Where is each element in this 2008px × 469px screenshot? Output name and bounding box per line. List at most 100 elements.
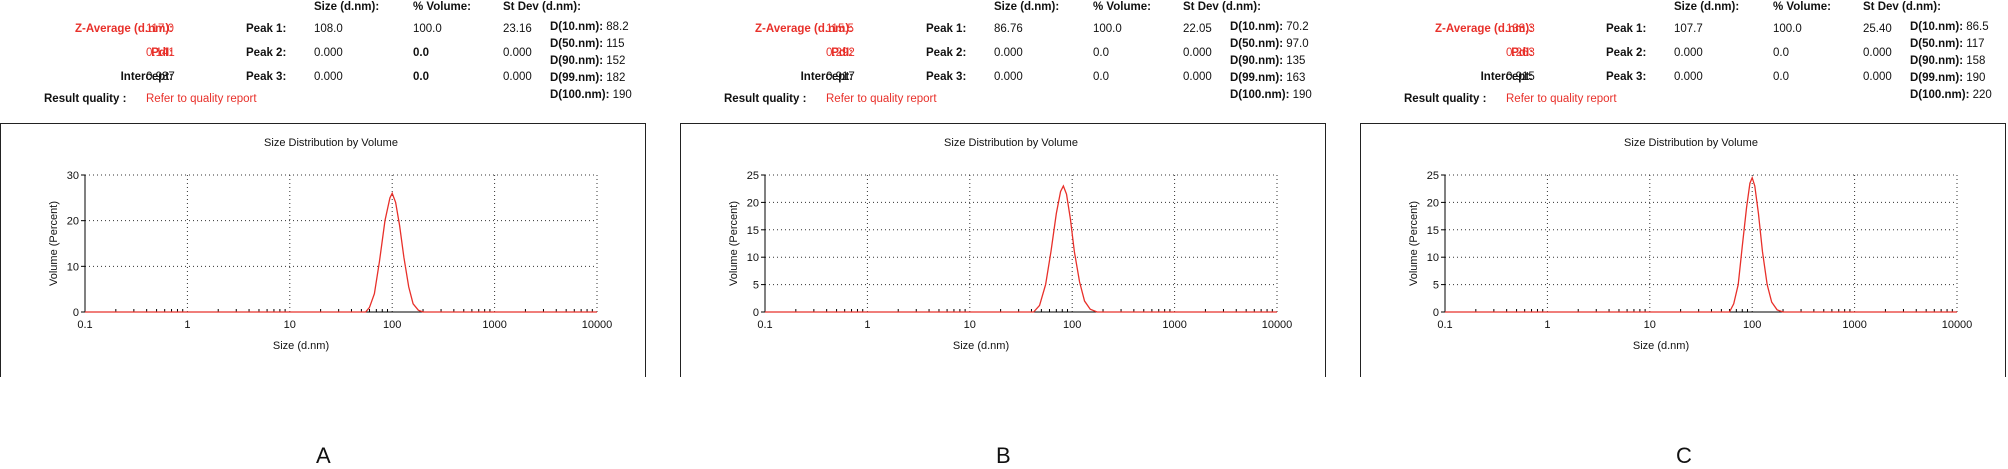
peak-2-label: Peak 2:: [246, 47, 287, 59]
intercept-label: Intercept:: [120, 71, 173, 83]
peak-2-stdev: 0.000: [503, 47, 532, 59]
peak-1-volume: 100.0: [413, 23, 442, 35]
chart-title: Size Distribution by Volume: [944, 137, 1078, 149]
peak-3-label: Peak 3:: [1606, 71, 1647, 83]
x-tick-label: 1: [1544, 319, 1550, 331]
peak-1-volume: 100.0: [1093, 23, 1122, 35]
y-tick-label: 5: [1433, 280, 1439, 292]
d50-value: 115: [606, 38, 625, 50]
panel-label: A: [316, 443, 331, 468]
z-average-label: Z-Average (d.nm):: [75, 23, 173, 35]
d90-label: D(90.nm):: [550, 55, 604, 67]
peak-2-label: Peak 2:: [1606, 47, 1647, 59]
x-tick-label: 0.1: [757, 319, 772, 331]
chart-title: Size Distribution by Volume: [1624, 137, 1758, 149]
y-tick-label: 0: [753, 307, 759, 319]
pdi-label: PdI:: [831, 47, 853, 59]
intercept-label: Intercept:: [1480, 71, 1533, 83]
result-quality-label: Result quality :: [44, 93, 127, 105]
d50-value: 97.0: [1286, 38, 1309, 50]
y-tick-label: 30: [67, 170, 79, 182]
intercept-value: 0.937: [146, 71, 175, 83]
x-axis-label: Size (d.nm): [953, 340, 1009, 352]
y-tick-label: 15: [747, 225, 759, 237]
peak-1-label: Peak 1:: [926, 23, 967, 35]
d10-label: D(10.nm):: [1910, 21, 1964, 33]
intercept-value: 0.915: [1506, 71, 1535, 83]
result-quality-value: Refer to quality report: [826, 93, 937, 105]
peak-3-volume: 0.0: [413, 71, 429, 83]
y-tick-label: 10: [1427, 252, 1439, 264]
x-tick-label: 10: [284, 319, 296, 331]
result-quality-value: Refer to quality report: [146, 93, 257, 105]
peak-3-size: 0.000: [314, 71, 343, 83]
d100-value: 220: [1972, 89, 1992, 101]
x-tick-label: 100: [1743, 319, 1761, 331]
d100-label: D(100.nm):: [550, 89, 610, 101]
result-quality-label: Result quality :: [724, 93, 807, 105]
panel-a: Z-Average (d.nm): 117.0 PdI: 0.141 Inter…: [0, 0, 646, 468]
x-tick-label: 10000: [1942, 319, 1973, 331]
peak-1-label: Peak 1:: [1606, 23, 1647, 35]
peak-2-size: 0.000: [314, 47, 343, 59]
pdi-label: PdI:: [151, 47, 173, 59]
peak-3-stdev: 0.000: [1183, 71, 1212, 83]
col-size-header: Size (d.nm):: [994, 1, 1060, 13]
y-tick-label: 0: [1433, 307, 1439, 319]
z-average-value: 115.5: [826, 23, 854, 35]
d99-label: D(99.nm):: [1230, 72, 1284, 84]
x-tick-label: 1: [184, 319, 190, 331]
x-tick-label: 0.1: [1437, 319, 1452, 331]
peak-1-size: 107.7: [1674, 23, 1703, 35]
x-axis-label: Size (d.nm): [1633, 340, 1689, 352]
peak-2-stdev: 0.000: [1863, 47, 1892, 59]
d50-value: 117: [1966, 38, 1985, 50]
peak-1-stdev: 23.16: [503, 23, 532, 35]
x-tick-label: 1000: [1842, 319, 1866, 331]
d99-label: D(99.nm):: [1910, 72, 1964, 84]
y-axis-label: Volume (Percent): [728, 201, 740, 286]
peak-2-volume: 0.0: [1773, 47, 1789, 59]
d99-value: 182: [606, 72, 626, 84]
x-tick-label: 10000: [582, 319, 613, 331]
z-average-value: 133.3: [1506, 23, 1535, 35]
intercept-value: 0.917: [826, 71, 855, 83]
x-tick-label: 10000: [1262, 319, 1293, 331]
y-tick-label: 25: [747, 170, 759, 182]
d99-value: 190: [1966, 72, 1986, 84]
col-volume-header: % Volume:: [1093, 1, 1151, 13]
chart-frame: Size Distribution by Volume 0.1 1 10 100 1000…: [680, 123, 1326, 377]
size-distribution-chart: Size Distribution by Volume 0.1 1 10 100 1000…: [1408, 137, 1973, 352]
panel-label: C: [1676, 443, 1692, 468]
x-tick-label: 1000: [482, 319, 506, 331]
col-size-header: Size (d.nm):: [1674, 1, 1740, 13]
y-tick-label: 25: [1427, 170, 1439, 182]
peak-1-stdev: 25.40: [1863, 23, 1892, 35]
peak-1-stdev: 22.05: [1183, 23, 1212, 35]
d100-value: 190: [612, 89, 632, 101]
d100-label: D(100.nm):: [1230, 89, 1290, 101]
d90-label: D(90.nm):: [1230, 55, 1284, 67]
panel-c: Z-Average (d.nm): 133.3 PdI: 0.263 Inter…: [1360, 0, 2006, 468]
peak-2-size: 0.000: [1674, 47, 1703, 59]
volume-distribution-line: [85, 191, 597, 313]
col-size-header: Size (d.nm):: [314, 1, 380, 13]
col-volume-header: % Volume:: [413, 1, 471, 13]
d90-value: 152: [606, 55, 626, 67]
x-tick-label: 100: [1063, 319, 1081, 331]
col-stdev-header: St Dev (d.nm):: [503, 1, 581, 13]
peak-3-label: Peak 3:: [926, 71, 967, 83]
y-tick-label: 5: [753, 280, 759, 292]
volume-distribution-line: [1445, 175, 1957, 313]
d90-value: 135: [1286, 55, 1306, 67]
y-tick-label: 20: [747, 197, 759, 209]
d10-label: D(10.nm):: [1230, 21, 1284, 33]
peak-3-label: Peak 3:: [246, 71, 287, 83]
y-tick-label: 20: [67, 216, 79, 228]
y-tick-label: 10: [747, 252, 759, 264]
pdi-value: 0.292: [826, 47, 855, 59]
col-volume-header: % Volume:: [1773, 1, 1831, 13]
pdi-value: 0.263: [1506, 47, 1535, 59]
x-tick-label: 1000: [1162, 319, 1186, 331]
